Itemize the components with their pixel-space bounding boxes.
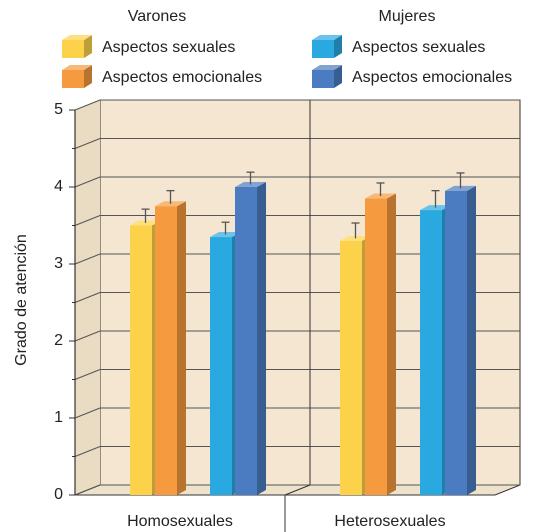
grid-line-depth [74,330,101,342]
legend-swatch [62,70,84,88]
bar-side [177,201,186,495]
legend-swatch-top [62,65,92,70]
legend-label: Aspectos sexuales [102,39,235,56]
y-tick-label: 4 [54,178,63,195]
legend-label: Aspectos emocionales [352,69,512,86]
x-tick-label: Heterosexuales [334,513,445,530]
bar-side [257,182,266,495]
y-axis-label: Grado de atención [13,234,30,366]
legend-swatch-side [334,35,342,58]
legend-title: Varones [128,8,186,25]
legend-swatch-side [334,65,342,88]
y-tick-label: 3 [54,255,63,272]
y-tick-label: 1 [54,409,63,426]
legend-swatch-top [312,65,342,70]
bar-side [467,185,476,495]
y-tick-label: 2 [54,332,63,349]
grid-line-depth [74,138,101,149]
legend-swatch-top [62,35,92,40]
y-tick-label: 0 [54,486,63,503]
legend-swatch-top [312,35,342,40]
legend-swatch [62,40,84,58]
grid-line-depth [74,253,101,265]
bar [365,198,387,496]
grid-line-depth [74,215,101,226]
grid-line-depth [74,176,101,188]
legend-swatch [312,40,334,58]
bar [210,237,232,496]
legend-label: Aspectos emocionales [102,69,262,86]
legend-title: Mujeres [379,8,436,25]
group-divider-front [284,484,311,496]
legend-swatch-side [84,65,92,88]
bar [130,225,152,495]
bar [445,190,467,495]
legend-label: Aspectos sexuales [352,39,485,56]
bar [420,210,442,495]
x-tick-label: Homosexuales [127,513,233,530]
bar [155,206,177,495]
y-tick-label: 5 [54,101,63,118]
legend-swatch-side [84,35,92,58]
bar [235,187,257,495]
bar [340,240,362,495]
grid-line-depth [74,446,101,457]
legend-swatch [312,70,334,88]
grid-line-depth [74,369,101,380]
grid-line-depth [74,484,101,496]
bar-side [387,193,396,496]
grid-line-depth [74,99,101,111]
grid-line-depth [74,292,101,303]
grid-line-depth [74,407,101,419]
